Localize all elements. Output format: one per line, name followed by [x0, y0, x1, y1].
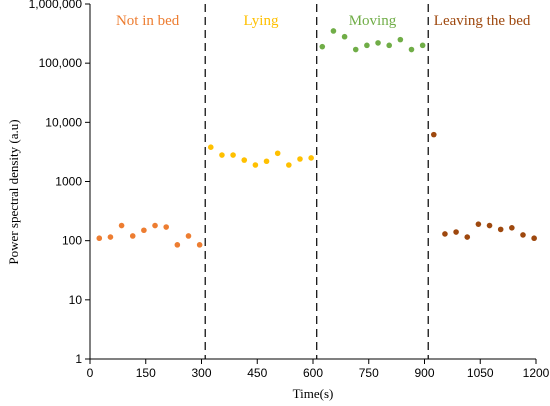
x-tick-label: 150 [136, 366, 156, 380]
x-tick-label: 1200 [523, 366, 550, 380]
x-axis-title: Time(s) [293, 386, 334, 401]
data-point [196, 242, 203, 248]
data-point [141, 227, 147, 234]
data-point [531, 235, 537, 242]
data-point [241, 157, 248, 163]
data-point [397, 36, 404, 43]
y-axis-title: Power spectral density (a.u) [6, 119, 21, 264]
data-point [252, 162, 259, 168]
data-point [152, 222, 158, 229]
axes: 1 10 100 1000 10,000 100,000 1,000,000 0 150 300 4… [29, 0, 550, 380]
y-tick-label: 100 [62, 234, 82, 248]
y-tick-label: 1,000,000 [29, 0, 83, 11]
data-point [163, 224, 169, 230]
data-point [486, 222, 493, 229]
x-tick-label: 0 [87, 366, 94, 380]
data-point [319, 43, 326, 50]
x-tick-label: 1050 [467, 366, 494, 380]
x-tick-label: 750 [359, 366, 379, 380]
y-tick-label: 10,000 [45, 115, 82, 129]
y-tick-label: 10 [69, 293, 83, 307]
phase-labels: Not in bed Lying Moving Leaving the bed [116, 13, 531, 29]
data-point [520, 232, 526, 238]
data-point [118, 222, 125, 229]
data-point [274, 150, 281, 157]
data-point [408, 46, 415, 53]
data-point [509, 224, 515, 231]
data-point [96, 235, 103, 242]
phase-label: Leaving the bed [434, 13, 531, 29]
data-point [375, 40, 381, 46]
data-points [96, 28, 537, 248]
y-tick-label: 1 [75, 352, 82, 366]
data-point [330, 28, 337, 34]
data-point [442, 231, 448, 237]
data-point [297, 156, 303, 162]
data-point [364, 42, 370, 49]
x-tick-label: 600 [303, 366, 323, 380]
data-point [107, 234, 114, 240]
data-point [230, 152, 236, 158]
data-point [453, 229, 459, 235]
phase-boundaries [204, 4, 429, 359]
data-point [263, 158, 270, 165]
data-point [419, 42, 426, 49]
data-point [497, 226, 504, 233]
data-point [475, 221, 482, 227]
data-point [430, 131, 437, 138]
data-point [207, 144, 214, 150]
data-point [308, 155, 314, 161]
data-point [386, 42, 392, 49]
data-point [219, 152, 225, 158]
x-tick-label: 900 [414, 366, 434, 380]
phase-label: Moving [349, 13, 397, 29]
data-point [129, 233, 136, 239]
x-tick-label: 300 [191, 366, 211, 380]
y-tick-label: 100,000 [39, 56, 83, 70]
y-tick-label: 1000 [55, 175, 82, 189]
data-point [286, 162, 292, 168]
phase-label: Not in bed [116, 13, 180, 29]
data-point [341, 33, 348, 40]
data-point [174, 242, 181, 248]
data-point [352, 46, 359, 53]
data-point [464, 234, 471, 240]
phase-label: Lying [243, 13, 279, 29]
x-tick-label: 450 [247, 366, 267, 380]
data-point [185, 233, 192, 239]
